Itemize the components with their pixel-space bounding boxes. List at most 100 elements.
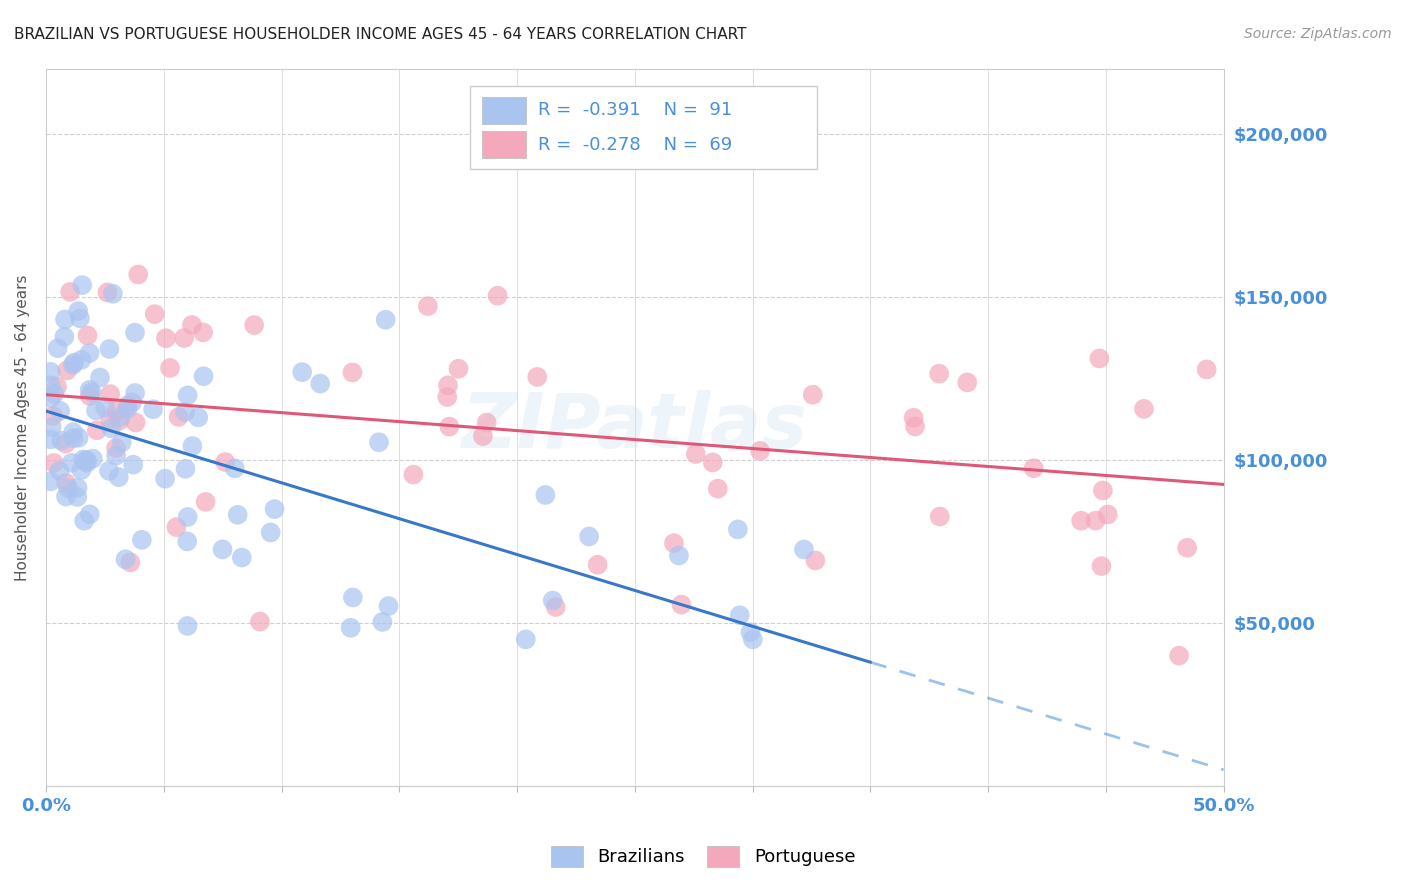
Point	[402, 467, 425, 482]
Point	[39, 391, 62, 405]
Point	[153, 472, 176, 486]
Point	[173, 331, 195, 345]
Point	[121, 395, 143, 409]
Point	[159, 360, 181, 375]
Point	[191, 326, 214, 340]
Point	[662, 536, 685, 550]
Point	[124, 326, 146, 340]
Point	[181, 439, 204, 453]
Point	[1175, 541, 1198, 555]
Point	[702, 455, 724, 469]
Text: ZIPatlas: ZIPatlas	[461, 391, 808, 465]
Point	[42, 409, 65, 423]
Point	[67, 431, 90, 445]
Point	[96, 285, 118, 300]
Point	[439, 419, 461, 434]
Point	[49, 404, 72, 418]
Point	[86, 423, 108, 437]
Point	[471, 429, 494, 443]
Point	[39, 475, 62, 489]
Point	[56, 481, 79, 495]
Point	[42, 456, 65, 470]
Point	[416, 299, 439, 313]
Point	[214, 455, 236, 469]
FancyBboxPatch shape	[470, 87, 817, 169]
Point	[98, 464, 121, 478]
Point	[55, 490, 77, 504]
Point	[685, 447, 707, 461]
Point	[342, 366, 364, 380]
Point	[1084, 514, 1107, 528]
Point	[534, 488, 557, 502]
Point	[124, 386, 146, 401]
Point	[44, 386, 66, 401]
Point	[801, 388, 824, 402]
Point	[76, 456, 98, 470]
Point	[291, 365, 314, 379]
Point	[117, 399, 139, 413]
Point	[1090, 559, 1112, 574]
Point	[374, 312, 396, 326]
Point	[339, 621, 361, 635]
Point	[231, 550, 253, 565]
Point	[79, 383, 101, 397]
Point	[62, 358, 84, 372]
Point	[668, 549, 690, 563]
Point	[263, 502, 285, 516]
Point	[1195, 362, 1218, 376]
Point	[793, 542, 815, 557]
Point	[62, 425, 84, 440]
Point	[46, 380, 69, 394]
Point	[98, 342, 121, 356]
Point	[41, 420, 63, 434]
Point	[342, 591, 364, 605]
Point	[224, 461, 246, 475]
Point	[127, 268, 149, 282]
Point	[105, 449, 128, 463]
Point	[53, 330, 76, 344]
Point	[1133, 401, 1156, 416]
Point	[53, 312, 76, 326]
Point	[73, 514, 96, 528]
Point	[1070, 514, 1092, 528]
Point	[436, 390, 458, 404]
Point	[98, 387, 121, 401]
Point	[79, 389, 101, 403]
Point	[111, 435, 134, 450]
Point	[39, 365, 62, 379]
Point	[94, 401, 117, 415]
Point	[120, 555, 142, 569]
Point	[475, 416, 498, 430]
Point	[1091, 483, 1114, 498]
Point	[165, 520, 187, 534]
Text: BRAZILIAN VS PORTUGUESE HOUSEHOLDER INCOME AGES 45 - 64 YEARS CORRELATION CHART: BRAZILIAN VS PORTUGUESE HOUSEHOLDER INCO…	[14, 27, 747, 42]
Point	[72, 452, 94, 467]
Point	[59, 285, 82, 299]
Point	[437, 378, 460, 392]
Point	[515, 632, 537, 647]
Point	[1022, 461, 1045, 475]
Point	[105, 404, 128, 418]
Point	[69, 311, 91, 326]
Point	[544, 600, 567, 615]
Point	[79, 508, 101, 522]
Point	[110, 409, 132, 424]
Point	[194, 495, 217, 509]
Point	[586, 558, 609, 572]
Point	[108, 414, 131, 428]
Point	[66, 481, 89, 495]
Point	[70, 278, 93, 293]
Point	[671, 598, 693, 612]
Point	[76, 328, 98, 343]
Point	[211, 542, 233, 557]
Point	[114, 552, 136, 566]
Point	[741, 632, 763, 647]
Point	[176, 619, 198, 633]
Point	[142, 402, 165, 417]
Point	[707, 482, 730, 496]
Legend: Brazilians, Portuguese: Brazilians, Portuguese	[544, 838, 862, 874]
Point	[80, 385, 103, 400]
Point	[55, 475, 77, 490]
Text: R =  -0.278    N =  69: R = -0.278 N = 69	[538, 136, 733, 153]
Point	[260, 525, 283, 540]
